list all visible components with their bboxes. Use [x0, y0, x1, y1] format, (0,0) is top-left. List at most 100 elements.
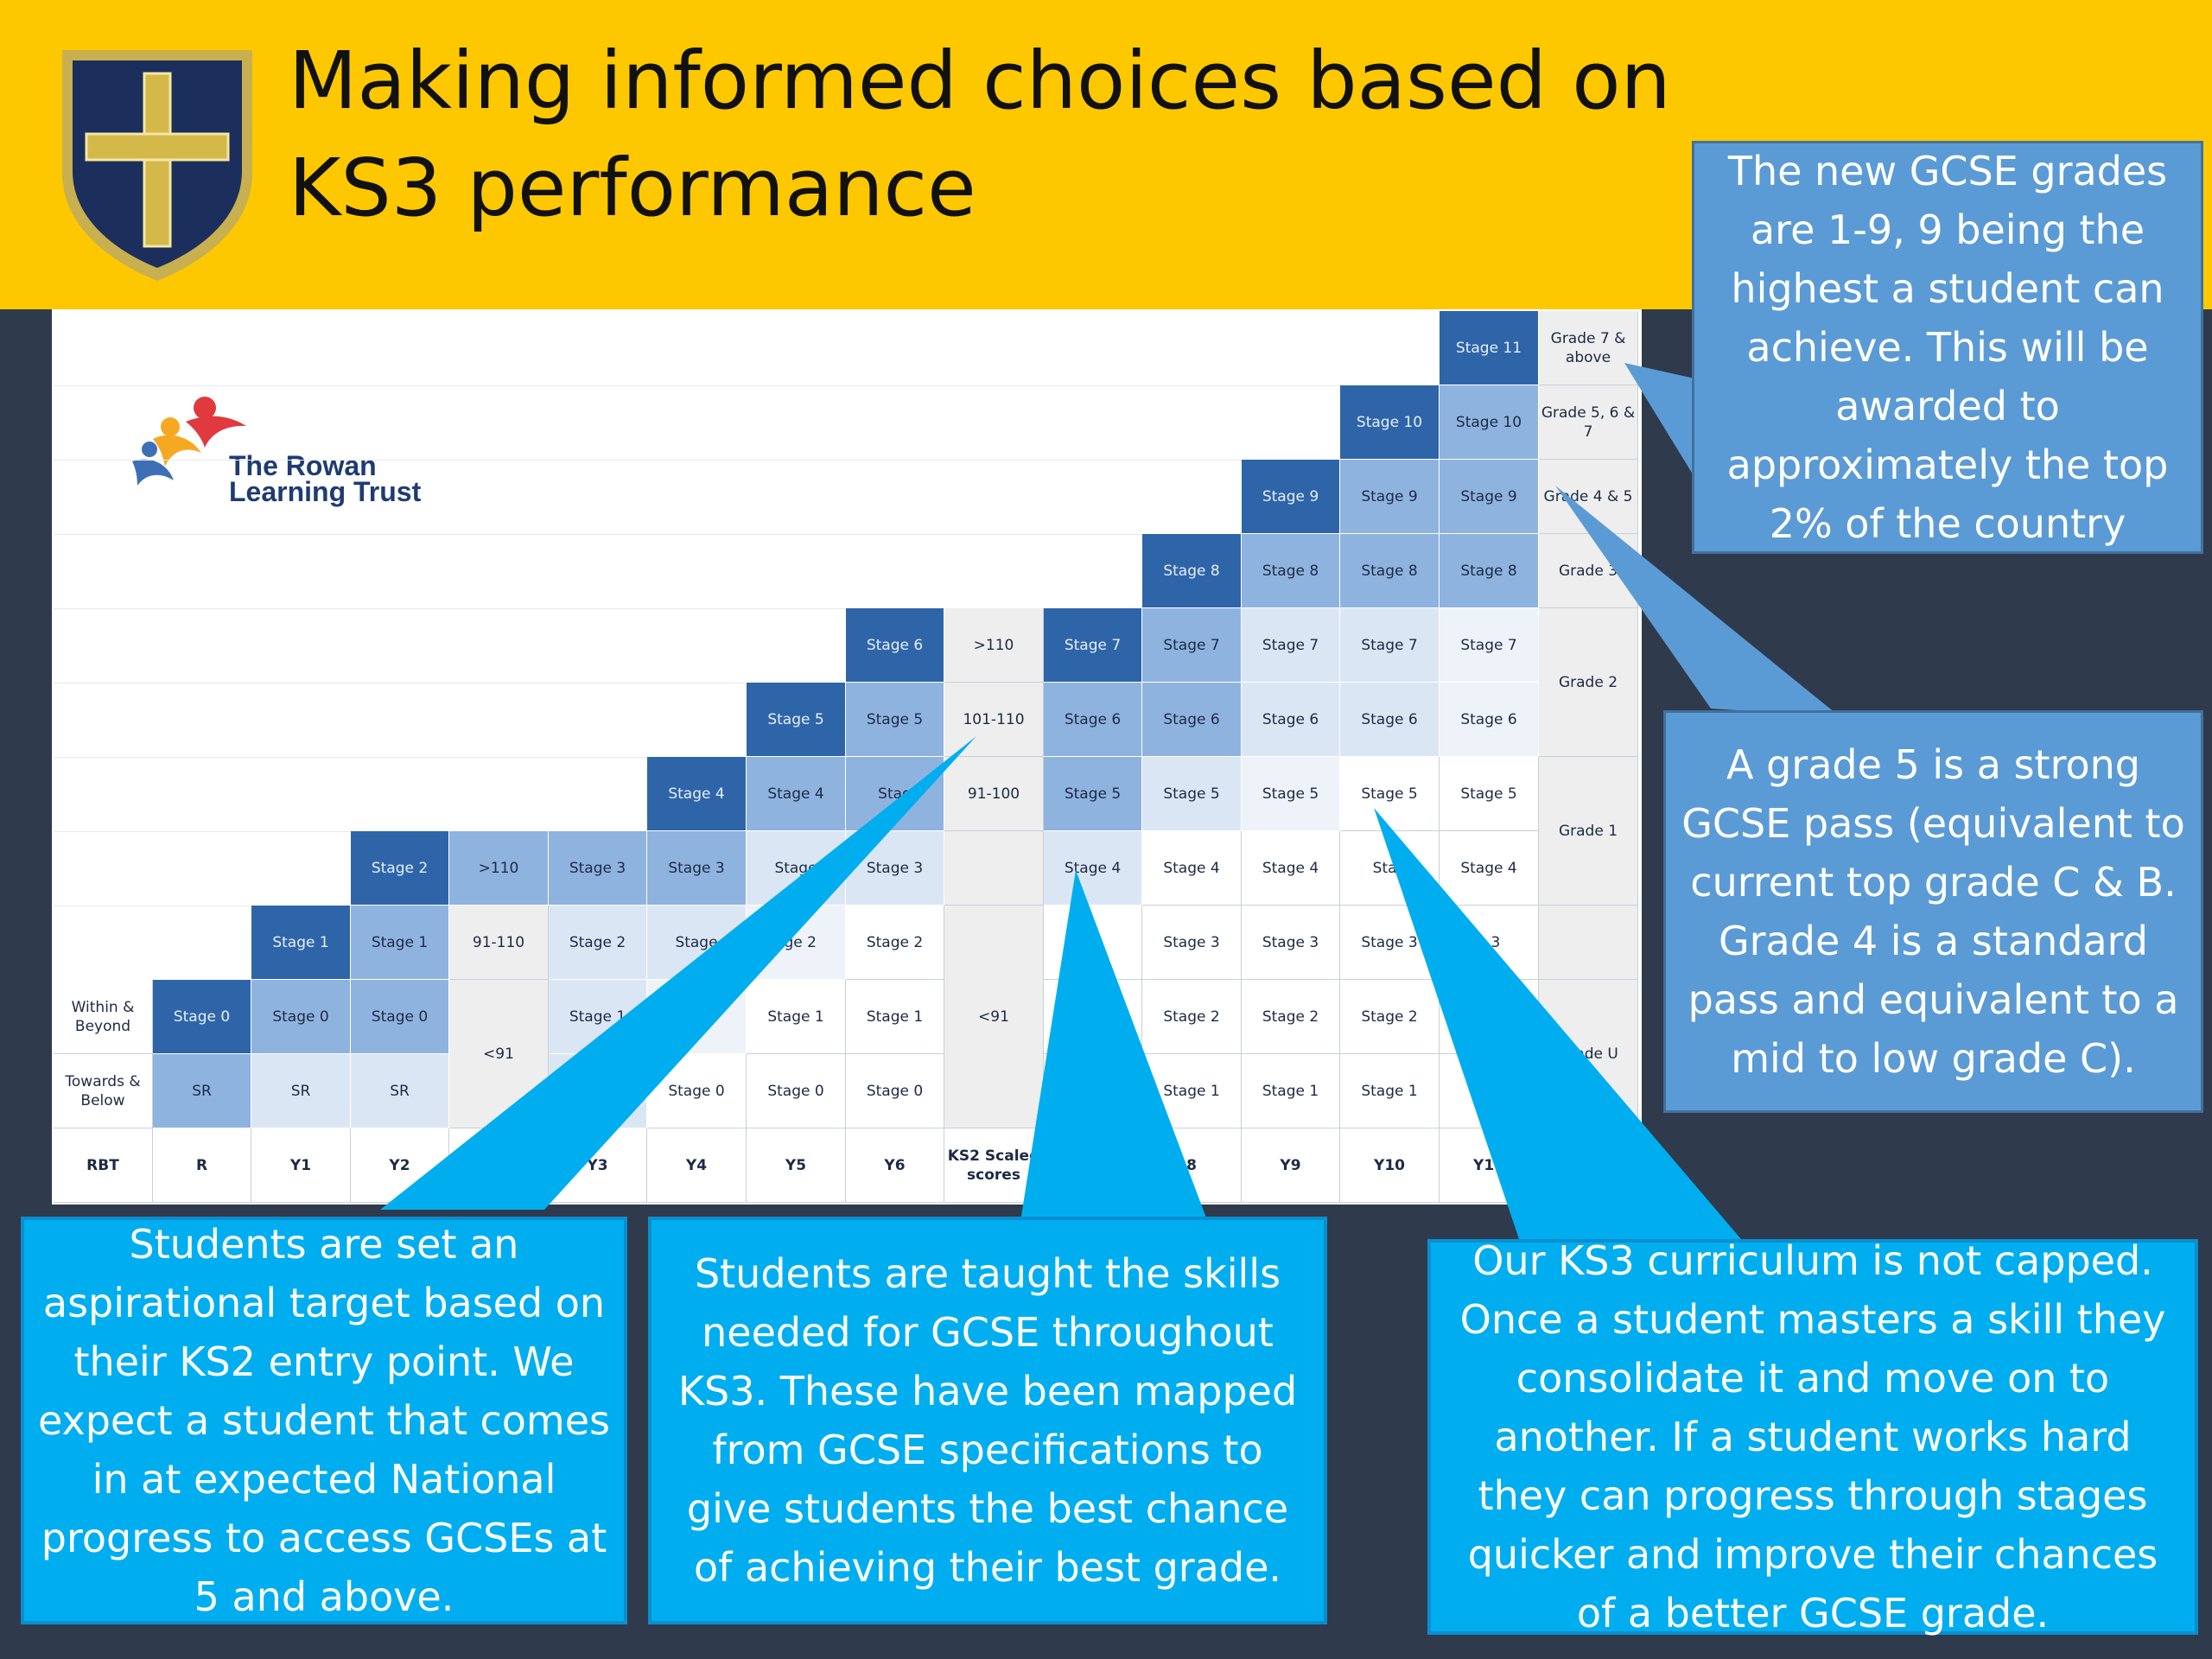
table-cell: Stage 6	[846, 608, 944, 683]
table-cell: Within & Beyond	[54, 980, 153, 1054]
table-cell: Stage 2	[846, 906, 944, 980]
table-cell: Stage 5	[1242, 757, 1340, 831]
table-header-cell: Y4	[647, 1128, 747, 1203]
table-cell: Stage 2	[1142, 980, 1242, 1054]
table-cell: Stage 4	[647, 757, 747, 831]
table-cell: Stage 0	[153, 980, 251, 1054]
table-header-cell: R	[153, 1128, 251, 1203]
table-cell: Stage 11	[1440, 311, 1539, 385]
school-crest-icon	[62, 50, 252, 281]
table-cell: Stage 10	[1340, 385, 1440, 460]
table-cell: Stage 0	[846, 1054, 944, 1128]
row-gridline	[54, 534, 1540, 535]
table-header-cell: Y1	[251, 1128, 351, 1203]
table-cell: Stage 5	[1044, 757, 1142, 831]
table-cell: e 3	[1440, 906, 1539, 980]
table-cell: Stage 3	[549, 831, 647, 906]
table-cell: Stage 3	[846, 831, 944, 906]
table-cell: <91	[449, 980, 549, 1128]
table-cell: Stage 2	[549, 906, 647, 980]
table-cell: Stage 4	[747, 757, 846, 831]
table-cell: Stage 3	[1242, 906, 1340, 980]
table-cell: Stage 2	[1340, 980, 1440, 1054]
table-header-cell: Y5	[747, 1128, 846, 1203]
table-cell: Stage 1	[846, 980, 944, 1054]
table-header-cell	[449, 1128, 549, 1203]
table-cell: Grade U	[1539, 980, 1638, 1128]
table-header-cell	[1044, 1128, 1142, 1203]
table-cell: Stage 0	[351, 980, 449, 1054]
table-cell: 91-110	[449, 906, 549, 980]
table-cell: Stage 6	[1044, 683, 1142, 757]
table-cell: Stage 1	[549, 980, 647, 1054]
row-gridline	[54, 385, 1540, 386]
table-cell: Stage 1	[1340, 1054, 1440, 1128]
table-header-cell: RBT	[54, 1128, 153, 1203]
table-cell: Stage 7	[1440, 608, 1539, 683]
table-cell: Stage	[747, 831, 846, 906]
row-gridline	[54, 460, 1540, 461]
table-cell: Stage 0	[747, 1054, 846, 1128]
table-cell: Grade 3	[1539, 534, 1638, 608]
table-cell: Stage	[647, 906, 747, 980]
table-cell: Grade 4 & 5	[1539, 460, 1638, 534]
table-header-cell: 8	[1142, 1128, 1242, 1203]
table-cell: >110	[944, 608, 1044, 683]
rowan-learning-trust-logo: The Rowan Learning Trust	[125, 387, 436, 508]
table-cell: Stage 0	[251, 980, 351, 1054]
page-title: Making informed choices based on KS3 per…	[289, 35, 1671, 234]
table-cell: Stage 3	[1142, 906, 1242, 980]
table-cell: Stage 4	[1142, 831, 1242, 906]
table-cell: Stage 9	[1242, 460, 1340, 534]
table-cell: Stage 7	[1142, 608, 1242, 683]
table-cell: 1	[647, 980, 747, 1054]
callout-grade5: A grade 5 is a strong GCSE pass (equival…	[1663, 710, 2203, 1113]
table-cell: S	[1044, 906, 1142, 980]
logo-line2: Learning Trust	[229, 476, 422, 507]
table-cell: Stage 9	[1440, 460, 1539, 534]
row-gridline	[54, 608, 1540, 609]
rowan-figures-icon: The Rowan Learning Trust	[132, 397, 422, 507]
callout-skills: Students are taught the skills needed fo…	[648, 1217, 1327, 1624]
table-cell: Stage 5	[1340, 757, 1440, 831]
table-cell: Stage 1	[1242, 1054, 1340, 1128]
table-cell: Stag	[1440, 1054, 1539, 1128]
table-cell: Stage 2	[1242, 980, 1340, 1054]
table-cell: Stage 8	[1440, 534, 1539, 608]
table-header-cell: Y10	[1340, 1128, 1440, 1203]
table-cell: Stage 5	[1142, 757, 1242, 831]
table-cell: Stage 1	[351, 906, 449, 980]
table-cell: Stage 10	[1440, 385, 1539, 460]
callout-target: Students are set an aspirational target …	[21, 1217, 627, 1624]
table-cell: Stage 7	[1242, 608, 1340, 683]
logo-line1: The Rowan	[229, 450, 377, 481]
table-cell	[1044, 1054, 1142, 1128]
table-cell: Stag	[846, 757, 944, 831]
table-cell	[1440, 980, 1539, 1054]
table-cell: SR	[251, 1054, 351, 1128]
table-cell: <91	[944, 906, 1044, 1128]
table-cell	[944, 831, 1044, 906]
table-cell: Stage 3	[647, 831, 747, 906]
table-cell	[1539, 906, 1638, 980]
table-cell: Stage 4	[1242, 831, 1340, 906]
table-cell: Stage 1	[251, 906, 351, 980]
table-cell: Stage 7	[1044, 608, 1142, 683]
table-cell: Stag	[1340, 831, 1440, 906]
table-cell: Grade 1	[1539, 757, 1638, 906]
table-header-cell	[1539, 1128, 1638, 1203]
table-cell: Stage 5	[846, 683, 944, 757]
table-cell: Grade 5, 6 & 7	[1539, 385, 1638, 460]
table-cell	[1044, 980, 1142, 1054]
table-cell: Stage 1	[747, 980, 846, 1054]
table-cell: Stage 3	[1340, 906, 1440, 980]
table-cell: Stage 2	[351, 831, 449, 906]
table-cell: Stage 6	[1242, 683, 1340, 757]
table-header-cell: Y2	[351, 1128, 449, 1203]
table-cell: Stage 1	[1142, 1054, 1242, 1128]
table-cell: Stage 5	[747, 683, 846, 757]
callout-curriculum: Our KS3 curriculum is not capped. Once a…	[1427, 1237, 2198, 1637]
table-header-cell: Y3	[549, 1128, 647, 1203]
table-cell: SR	[153, 1054, 251, 1128]
table-cell: Grade 2	[1539, 608, 1638, 757]
